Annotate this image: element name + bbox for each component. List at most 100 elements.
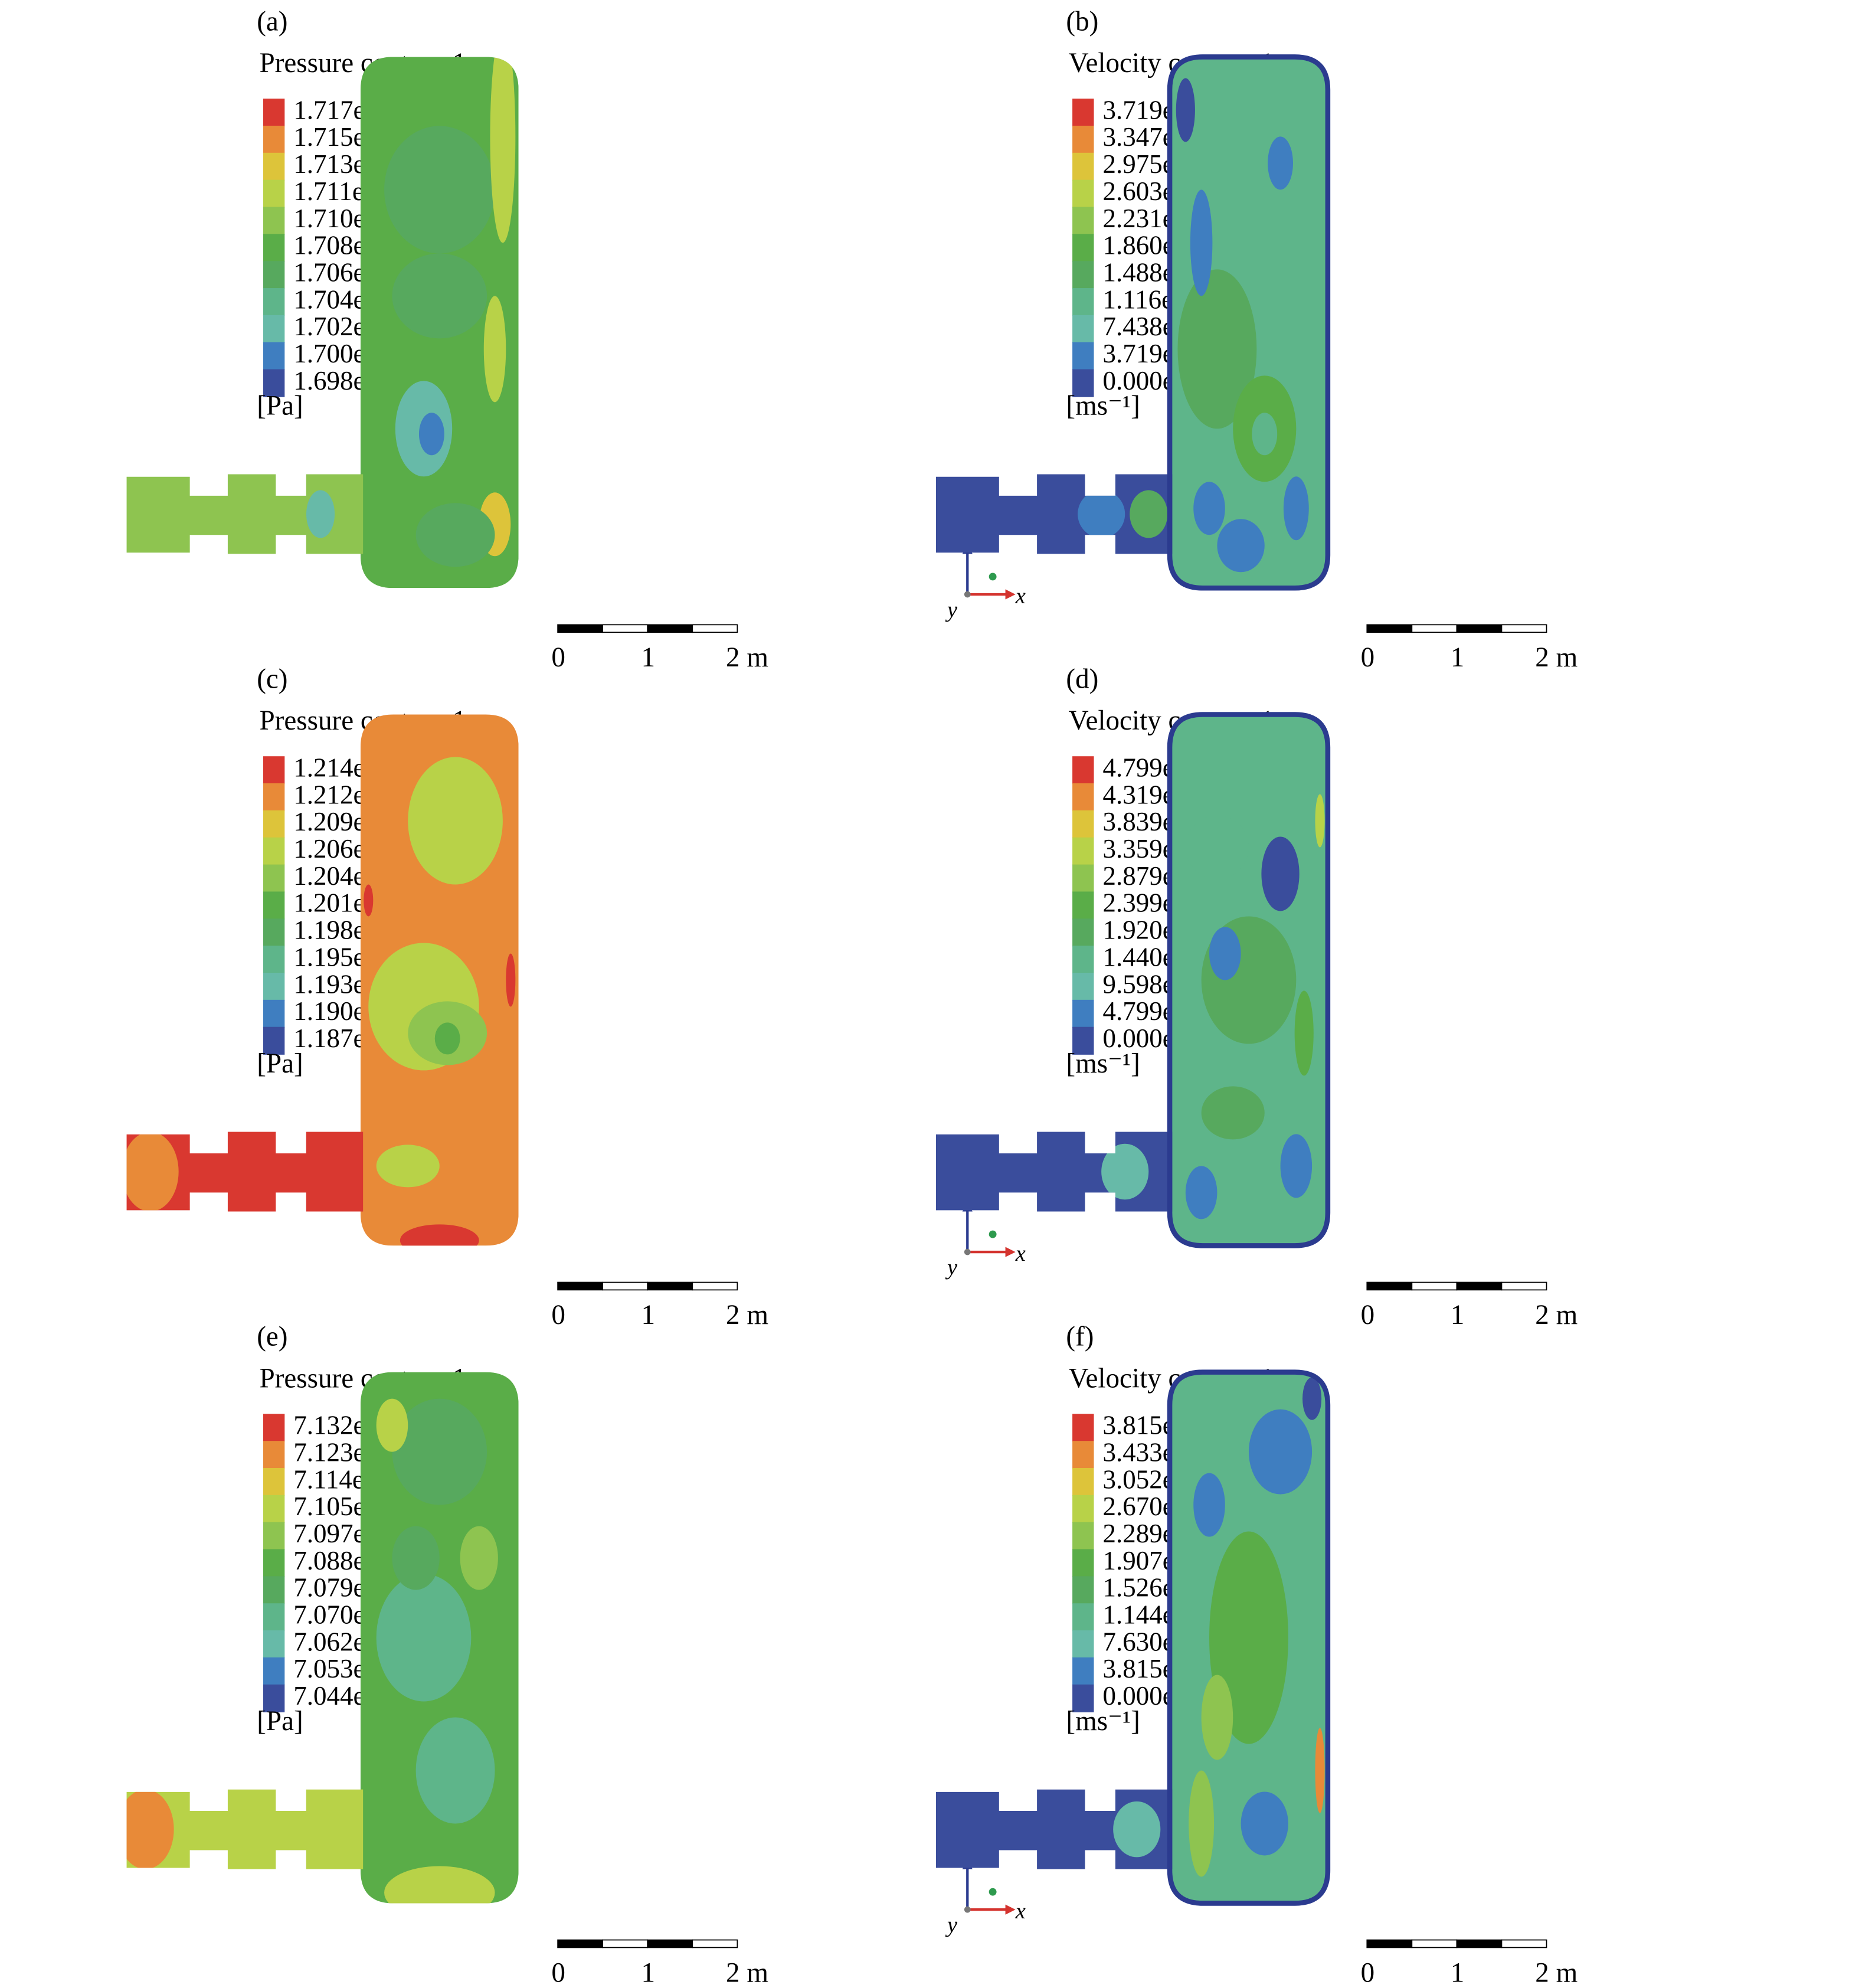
- legend-swatch: [1072, 288, 1094, 316]
- scale-bar: 0 1 2 m: [1361, 1939, 1577, 1988]
- legend-swatch: [1072, 1414, 1094, 1442]
- legend-swatch: [263, 261, 285, 289]
- contour-region: [400, 1224, 479, 1246]
- legend-swatch: [1072, 864, 1094, 892]
- scale-bar: 0 1 2 m: [551, 1939, 768, 1988]
- legend-swatch: [263, 288, 285, 316]
- legend-swatch: [1072, 1684, 1094, 1712]
- y-axis-dot: [989, 1230, 997, 1238]
- legend-swatch: [263, 1684, 285, 1712]
- legend-swatch: [263, 1549, 285, 1577]
- scale-bar: 0 1 2 m: [1361, 1281, 1577, 1330]
- contour-region: [364, 884, 374, 917]
- contour-region: [1101, 1143, 1149, 1200]
- scale-tick-label: 2 m: [1535, 642, 1577, 673]
- contour-region: [1113, 1801, 1161, 1858]
- scale-tick-label: 0: [1361, 1300, 1375, 1330]
- panel-b: (b)Velocity contour 13.719e+013.347e+012…: [935, 6, 1577, 673]
- scale-tick-label: 2 m: [1535, 1957, 1577, 1988]
- panel-d: (d)Velocity contour 14.799e+014.319e+013…: [935, 664, 1577, 1330]
- legend-swatch: [263, 234, 285, 262]
- scale-tick-label: 0: [551, 1300, 565, 1330]
- vessel-contour: [935, 714, 1328, 1246]
- legend-swatch: [1072, 152, 1094, 181]
- legend-swatch: [263, 1630, 285, 1659]
- x-axis-label: x: [1015, 584, 1026, 609]
- contour-region: [1315, 794, 1325, 848]
- legend-swatch: [1072, 837, 1094, 865]
- legend-swatch: [1072, 234, 1094, 262]
- vessel-contour: [126, 57, 519, 588]
- scale-segment: [1366, 1939, 1413, 1948]
- legend-swatch: [263, 315, 285, 344]
- contour-region: [434, 1022, 460, 1055]
- scale-tick-label: 2 m: [726, 1957, 768, 1988]
- legend-swatch: [263, 999, 285, 1028]
- contour-region: [1217, 519, 1265, 573]
- scale-segment: [602, 1939, 649, 1948]
- scale-segment: [602, 1281, 649, 1291]
- panel-label: (d): [1066, 664, 1098, 695]
- scale-segment: [602, 624, 649, 633]
- scale-segment: [557, 624, 604, 633]
- contour-region: [1302, 1377, 1322, 1420]
- legend-swatch: [263, 810, 285, 839]
- legend-swatch: [263, 179, 285, 208]
- contour-region: [1201, 1086, 1265, 1140]
- scale-segment: [1366, 624, 1413, 633]
- contour-region: [415, 503, 495, 567]
- scale-segment: [1456, 624, 1503, 633]
- contour-region: [126, 1789, 174, 1869]
- contour-region: [1209, 927, 1241, 980]
- contour-region: [1201, 1675, 1233, 1760]
- legend-unit: [ms⁻¹]: [1066, 1706, 1140, 1737]
- contour-region: [1190, 189, 1213, 296]
- contour-region: [1268, 136, 1293, 190]
- legend-swatch: [1072, 179, 1094, 208]
- y-axis-dot: [989, 573, 997, 581]
- contour-region: [392, 1398, 487, 1505]
- contour-region: [1185, 1166, 1217, 1219]
- scale-tick-label: 0: [1361, 1957, 1375, 1988]
- contour-region: [376, 1574, 472, 1702]
- scale-segment: [647, 1939, 693, 1948]
- legend-swatch: [263, 207, 285, 235]
- scale-segment: [692, 1281, 738, 1291]
- scale-segment: [1411, 624, 1458, 633]
- scale-segment: [647, 1281, 693, 1291]
- legend-swatch: [1072, 1657, 1094, 1686]
- legend-swatch: [263, 864, 285, 892]
- triad-origin: [964, 1906, 971, 1913]
- legend-swatch: [263, 1441, 285, 1469]
- legend-swatch: [263, 973, 285, 1001]
- legend-swatch: [1072, 1026, 1094, 1055]
- legend-unit: [Pa]: [257, 1706, 303, 1737]
- contour-region: [392, 1526, 440, 1590]
- scale-segment: [1411, 1281, 1458, 1291]
- contour-region: [408, 757, 503, 885]
- triad-origin: [964, 591, 971, 598]
- scale-tick-label: 1: [642, 1957, 656, 1988]
- legend-swatch: [1072, 1495, 1094, 1523]
- contour-region: [392, 253, 487, 339]
- y-axis-dot: [989, 1888, 997, 1896]
- contour-region: [1189, 1770, 1215, 1877]
- scale-segment: [1501, 1281, 1547, 1291]
- wall-boundary-layer: [1167, 54, 1331, 591]
- scale-tick-label: 0: [551, 1957, 565, 1988]
- scale-segment: [1501, 1939, 1547, 1948]
- contour-region: [1176, 78, 1195, 142]
- scale-segment: [692, 1939, 738, 1948]
- legend-swatch: [1072, 891, 1094, 920]
- triad-origin: [964, 1248, 971, 1255]
- contour-region: [376, 1398, 408, 1452]
- panel-label: (e): [257, 1322, 287, 1352]
- legend-swatch: [1072, 1630, 1094, 1659]
- legend-swatch: [1072, 342, 1094, 370]
- legend-swatch: [1072, 946, 1094, 974]
- legend-unit: [Pa]: [257, 391, 303, 421]
- legend-swatch: [263, 342, 285, 370]
- scale-segment: [557, 1939, 604, 1948]
- contour-region: [1185, 815, 1249, 879]
- panel-a: (a)Pressure contour 11.717e+041.715e+041…: [126, 6, 1026, 673]
